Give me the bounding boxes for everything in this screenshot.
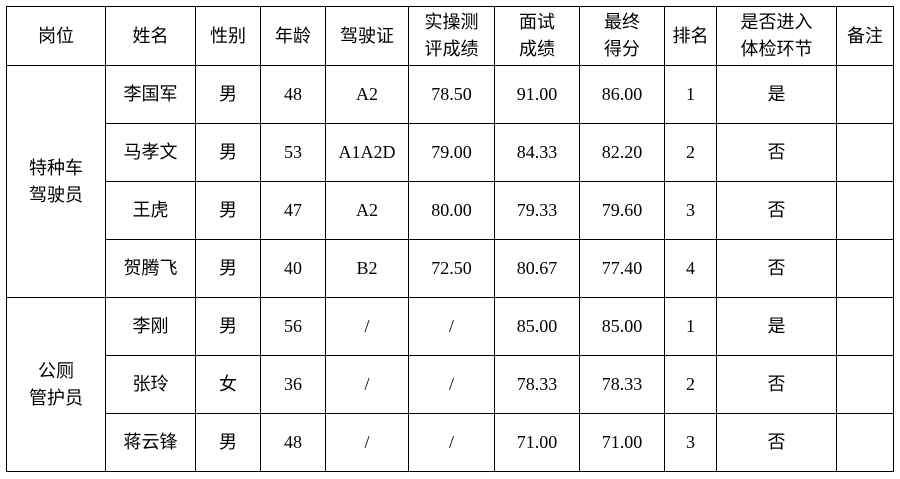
age-cell: 47 xyxy=(260,181,326,240)
remarks-cell xyxy=(836,239,894,298)
table-row: 公厕 管护员 李刚男 56//85.00 85.00 1 是 xyxy=(6,297,894,472)
remarks-cell xyxy=(836,413,894,472)
final-score-cell: 78.33 xyxy=(579,355,665,414)
practical-score-cell: / xyxy=(408,355,495,414)
practical-score-cell: / xyxy=(408,297,495,356)
remarks-cell xyxy=(836,355,894,414)
license-cell: / xyxy=(325,297,409,356)
header-remarks: 备注 xyxy=(836,6,894,66)
rank-cell: 1 xyxy=(664,297,717,356)
gender-cell: 男 xyxy=(195,181,261,240)
interview-score-cell: 79.33 xyxy=(494,181,580,240)
practical-score-cell: / xyxy=(408,413,495,472)
rank-cell: 2 xyxy=(664,355,717,414)
table-row: 特种车 驾驶员 李国军男 48 A2 78.50 91.00 86.00 1 是 xyxy=(6,65,894,298)
rank-cell: 1 xyxy=(664,65,717,124)
final-score-cell: 71.00 xyxy=(579,413,665,472)
age-cell: 48 xyxy=(260,65,326,124)
name-cell: 张玲 xyxy=(105,355,196,414)
gender-cell: 男 xyxy=(195,239,261,298)
license-cell: A1A2D xyxy=(325,123,409,182)
practical-score-cell: 80.00 xyxy=(408,181,495,240)
age-cell: 36 xyxy=(260,355,326,414)
gender-cell: 男 xyxy=(195,297,261,356)
practical-score-cell: 79.00 xyxy=(408,123,495,182)
rank-cell: 4 xyxy=(664,239,717,298)
header-practical-score: 实操测 评成绩 xyxy=(408,6,495,66)
header-age: 年龄 xyxy=(260,6,326,66)
header-row: 岗位 姓名 性别 年龄 驾驶证 实操测 评成绩 面试 成绩 最终 得分 排名 是否进入 体检环节备… xyxy=(6,6,894,66)
name-cell: 马孝文 xyxy=(105,123,196,182)
license-cell: A2 xyxy=(325,65,409,124)
physical-exam-cell: 是 xyxy=(716,297,837,356)
header-final-score: 最终 得分 xyxy=(579,6,665,66)
header-name: 姓名 xyxy=(105,6,196,66)
header-rank: 排名 xyxy=(664,6,717,66)
header-physical-exam: 是否进入 体检环节 xyxy=(716,6,837,66)
practical-score-cell: 78.50 xyxy=(408,65,495,124)
rank-cell: 2 xyxy=(664,123,717,182)
rank-cell: 3 xyxy=(664,181,717,240)
gender-cell: 男 xyxy=(195,123,261,182)
final-score-cell: 86.00 xyxy=(579,65,665,124)
table-row: 马孝文男 53 A1A2D 79.00 84.33 82.20 2 否 xyxy=(7,123,894,182)
name-cell: 贺腾飞 xyxy=(105,239,196,298)
name-cell: 王虎 xyxy=(105,181,196,240)
interview-score-cell: 91.00 xyxy=(494,65,580,124)
license-cell: A2 xyxy=(325,181,409,240)
table-row: 蒋云锋男 48//71.00 71.00 3 否 xyxy=(7,413,894,472)
physical-exam-cell: 否 xyxy=(716,123,837,182)
position-cell: 特种车 驾驶员 xyxy=(6,65,106,298)
physical-exam-cell: 否 xyxy=(716,413,837,472)
position-cell: 公厕 管护员 xyxy=(6,297,106,472)
header-gender: 性别 xyxy=(195,6,261,66)
header-interview-score: 面试 成绩 xyxy=(494,6,580,66)
gender-cell: 男 xyxy=(195,65,261,124)
header-position: 岗位 xyxy=(6,6,106,66)
license-cell: / xyxy=(325,413,409,472)
interview-score-cell: 85.00 xyxy=(494,297,580,356)
name-cell: 蒋云锋 xyxy=(105,413,196,472)
final-score-cell: 82.20 xyxy=(579,123,665,182)
age-cell: 40 xyxy=(260,239,326,298)
table-row: 张玲女 36//78.33 78.33 2 否 xyxy=(7,355,894,414)
license-cell: / xyxy=(325,355,409,414)
physical-exam-cell: 否 xyxy=(716,355,837,414)
practical-score-cell: 72.50 xyxy=(408,239,495,298)
results-table: 岗位 姓名 性别 年龄 驾驶证 实操测 评成绩 面试 成绩 最终 得分 排名 是否进入 体检环节备… xyxy=(6,6,894,472)
name-cell: 李国军 xyxy=(105,65,196,124)
final-score-cell: 77.40 xyxy=(579,239,665,298)
header-license: 驾驶证 xyxy=(325,6,409,66)
interview-score-cell: 80.67 xyxy=(494,239,580,298)
age-cell: 53 xyxy=(260,123,326,182)
gender-cell: 女 xyxy=(195,355,261,414)
remarks-cell xyxy=(836,123,894,182)
remarks-cell xyxy=(836,181,894,240)
interview-score-cell: 78.33 xyxy=(494,355,580,414)
age-cell: 56 xyxy=(260,297,326,356)
remarks-cell xyxy=(836,297,894,356)
name-cell: 李刚 xyxy=(105,297,196,356)
rank-cell: 3 xyxy=(664,413,717,472)
table-row: 王虎男 47 A2 80.00 79.33 79.60 3 否 xyxy=(7,181,894,240)
final-score-cell: 85.00 xyxy=(579,297,665,356)
remarks-cell xyxy=(836,65,894,124)
physical-exam-cell: 是 xyxy=(716,65,837,124)
gender-cell: 男 xyxy=(195,413,261,472)
interview-score-cell: 84.33 xyxy=(494,123,580,182)
physical-exam-cell: 否 xyxy=(716,239,837,298)
license-cell: B2 xyxy=(325,239,409,298)
final-score-cell: 79.60 xyxy=(579,181,665,240)
physical-exam-cell: 否 xyxy=(716,181,837,240)
interview-score-cell: 71.00 xyxy=(494,413,580,472)
table-row: 贺腾飞男 40 B2 72.50 80.67 77.40 4 否 xyxy=(7,239,894,298)
age-cell: 48 xyxy=(260,413,326,472)
